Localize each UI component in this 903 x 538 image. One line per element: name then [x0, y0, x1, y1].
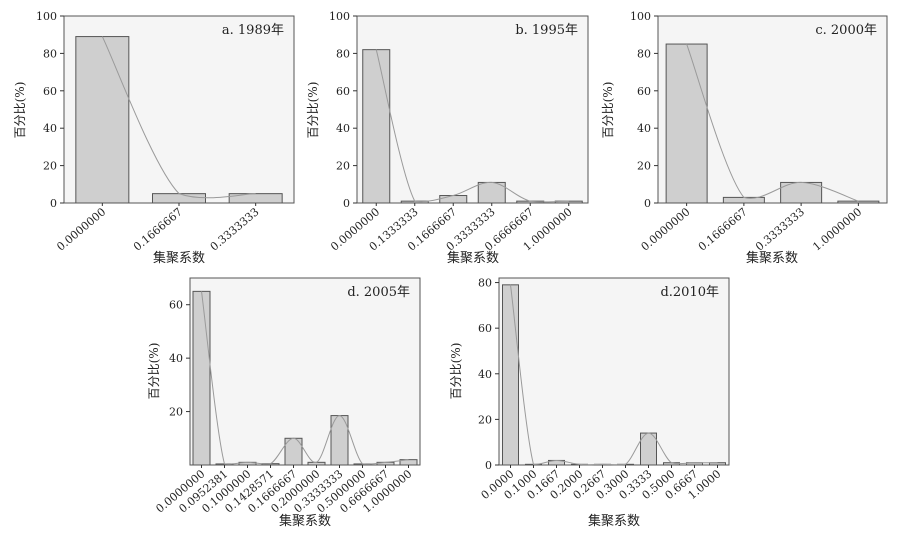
y-tick-label: 0 [644, 197, 651, 210]
fit-curve [510, 284, 718, 466]
x-tick-label: 1.0000000 [810, 205, 864, 253]
y-tick-label: 0 [50, 197, 57, 210]
y-tick-label: 100 [36, 10, 57, 23]
y-axis-label: 百分比(%) [306, 82, 320, 139]
x-tick-label: 0.0000000 [54, 205, 108, 253]
y-tick-label: 80 [336, 47, 350, 60]
x-tick-label: 0.1666667 [696, 205, 750, 253]
plot-area [356, 15, 589, 204]
y-axis-label: 百分比(%) [13, 82, 27, 139]
x-axis-label: 集聚系数 [588, 513, 640, 529]
bar-1 [362, 49, 391, 204]
bar-2 [152, 193, 206, 204]
y-tick-label: 20 [478, 413, 492, 426]
y-tick-label: 0 [485, 459, 492, 472]
fit-curve [375, 49, 569, 203]
bar-1 [75, 36, 130, 204]
panel-title: b. 1995年 [515, 23, 578, 38]
y-tick-label: 40 [169, 352, 183, 365]
plot-area [189, 277, 421, 466]
x-tick-label: 0.3333333 [208, 205, 262, 253]
y-tick-label: 20 [169, 406, 183, 419]
bar-1 [665, 43, 708, 204]
bar-3 [228, 193, 283, 204]
chart-panel-4: d. 2005年204060百分比(%)0.00000000.09523810.… [147, 277, 421, 529]
fit-curve [101, 36, 256, 199]
y-tick-label: 80 [43, 47, 57, 60]
y-tick-label: 40 [478, 368, 492, 381]
bar-2 [722, 196, 765, 204]
panel-title: a. 1989年 [222, 23, 284, 38]
x-axis-label: 集聚系数 [746, 250, 798, 266]
x-tick-label: 0.1666667 [131, 205, 185, 253]
y-tick-label: 80 [637, 47, 651, 60]
panel-title: c. 2000年 [815, 23, 877, 38]
y-tick-label: 60 [336, 85, 350, 98]
y-tick-label: 0 [343, 197, 350, 210]
bar-1 [502, 284, 519, 466]
panel-title: d.2010年 [660, 285, 719, 300]
chart-panel-3: c. 2000年 0 20 40 60 80 100 百分比(%) 0.0000000 0.166… [601, 10, 888, 266]
y-tick-label: 40 [637, 122, 651, 135]
y-tick-label: 100 [630, 10, 651, 23]
bar-1 [192, 290, 211, 466]
y-tick-label: 80 [478, 277, 492, 290]
panel-title: d. 2005年 [347, 285, 410, 300]
x-axis-label: 集聚系数 [153, 250, 205, 266]
y-tick-label: 20 [637, 160, 651, 173]
plot-area [498, 277, 730, 466]
y-tick-label: 60 [43, 85, 57, 98]
chart-panel-5: d.2010年020406080百分比(%)0.00000.10000.1667… [449, 277, 730, 529]
y-tick-label: 20 [336, 160, 350, 173]
y-tick-label: 20 [43, 160, 57, 173]
y-tick-label: 40 [336, 122, 350, 135]
fit-curve [686, 43, 859, 202]
y-tick-label: 40 [43, 122, 57, 135]
chart-panel-2: b. 1995年020406080100百分比(%)0.00000000.133… [306, 10, 589, 266]
y-axis-label: 百分比(%) [147, 343, 161, 400]
y-tick-label: 60 [637, 85, 651, 98]
y-tick-label: 100 [329, 10, 350, 23]
x-axis-label: 集聚系数 [447, 250, 499, 266]
bar-3 [439, 195, 468, 204]
y-tick-label: 60 [169, 299, 183, 312]
y-axis-label: 百分比(%) [601, 82, 615, 139]
bar-4 [837, 200, 880, 204]
x-tick-label: 0.3333333 [753, 205, 807, 253]
x-axis-label: 集聚系数 [279, 513, 331, 529]
fit-curve [201, 291, 409, 465]
chart-panel-1: a. 1989年 0 20 40 60 80 100 百分比(%) 0.0000000 0.166… [13, 10, 295, 266]
y-tick-label: 60 [478, 322, 492, 335]
y-axis-label: 百分比(%) [449, 343, 463, 400]
x-tick-label: 0.0000000 [639, 205, 693, 253]
